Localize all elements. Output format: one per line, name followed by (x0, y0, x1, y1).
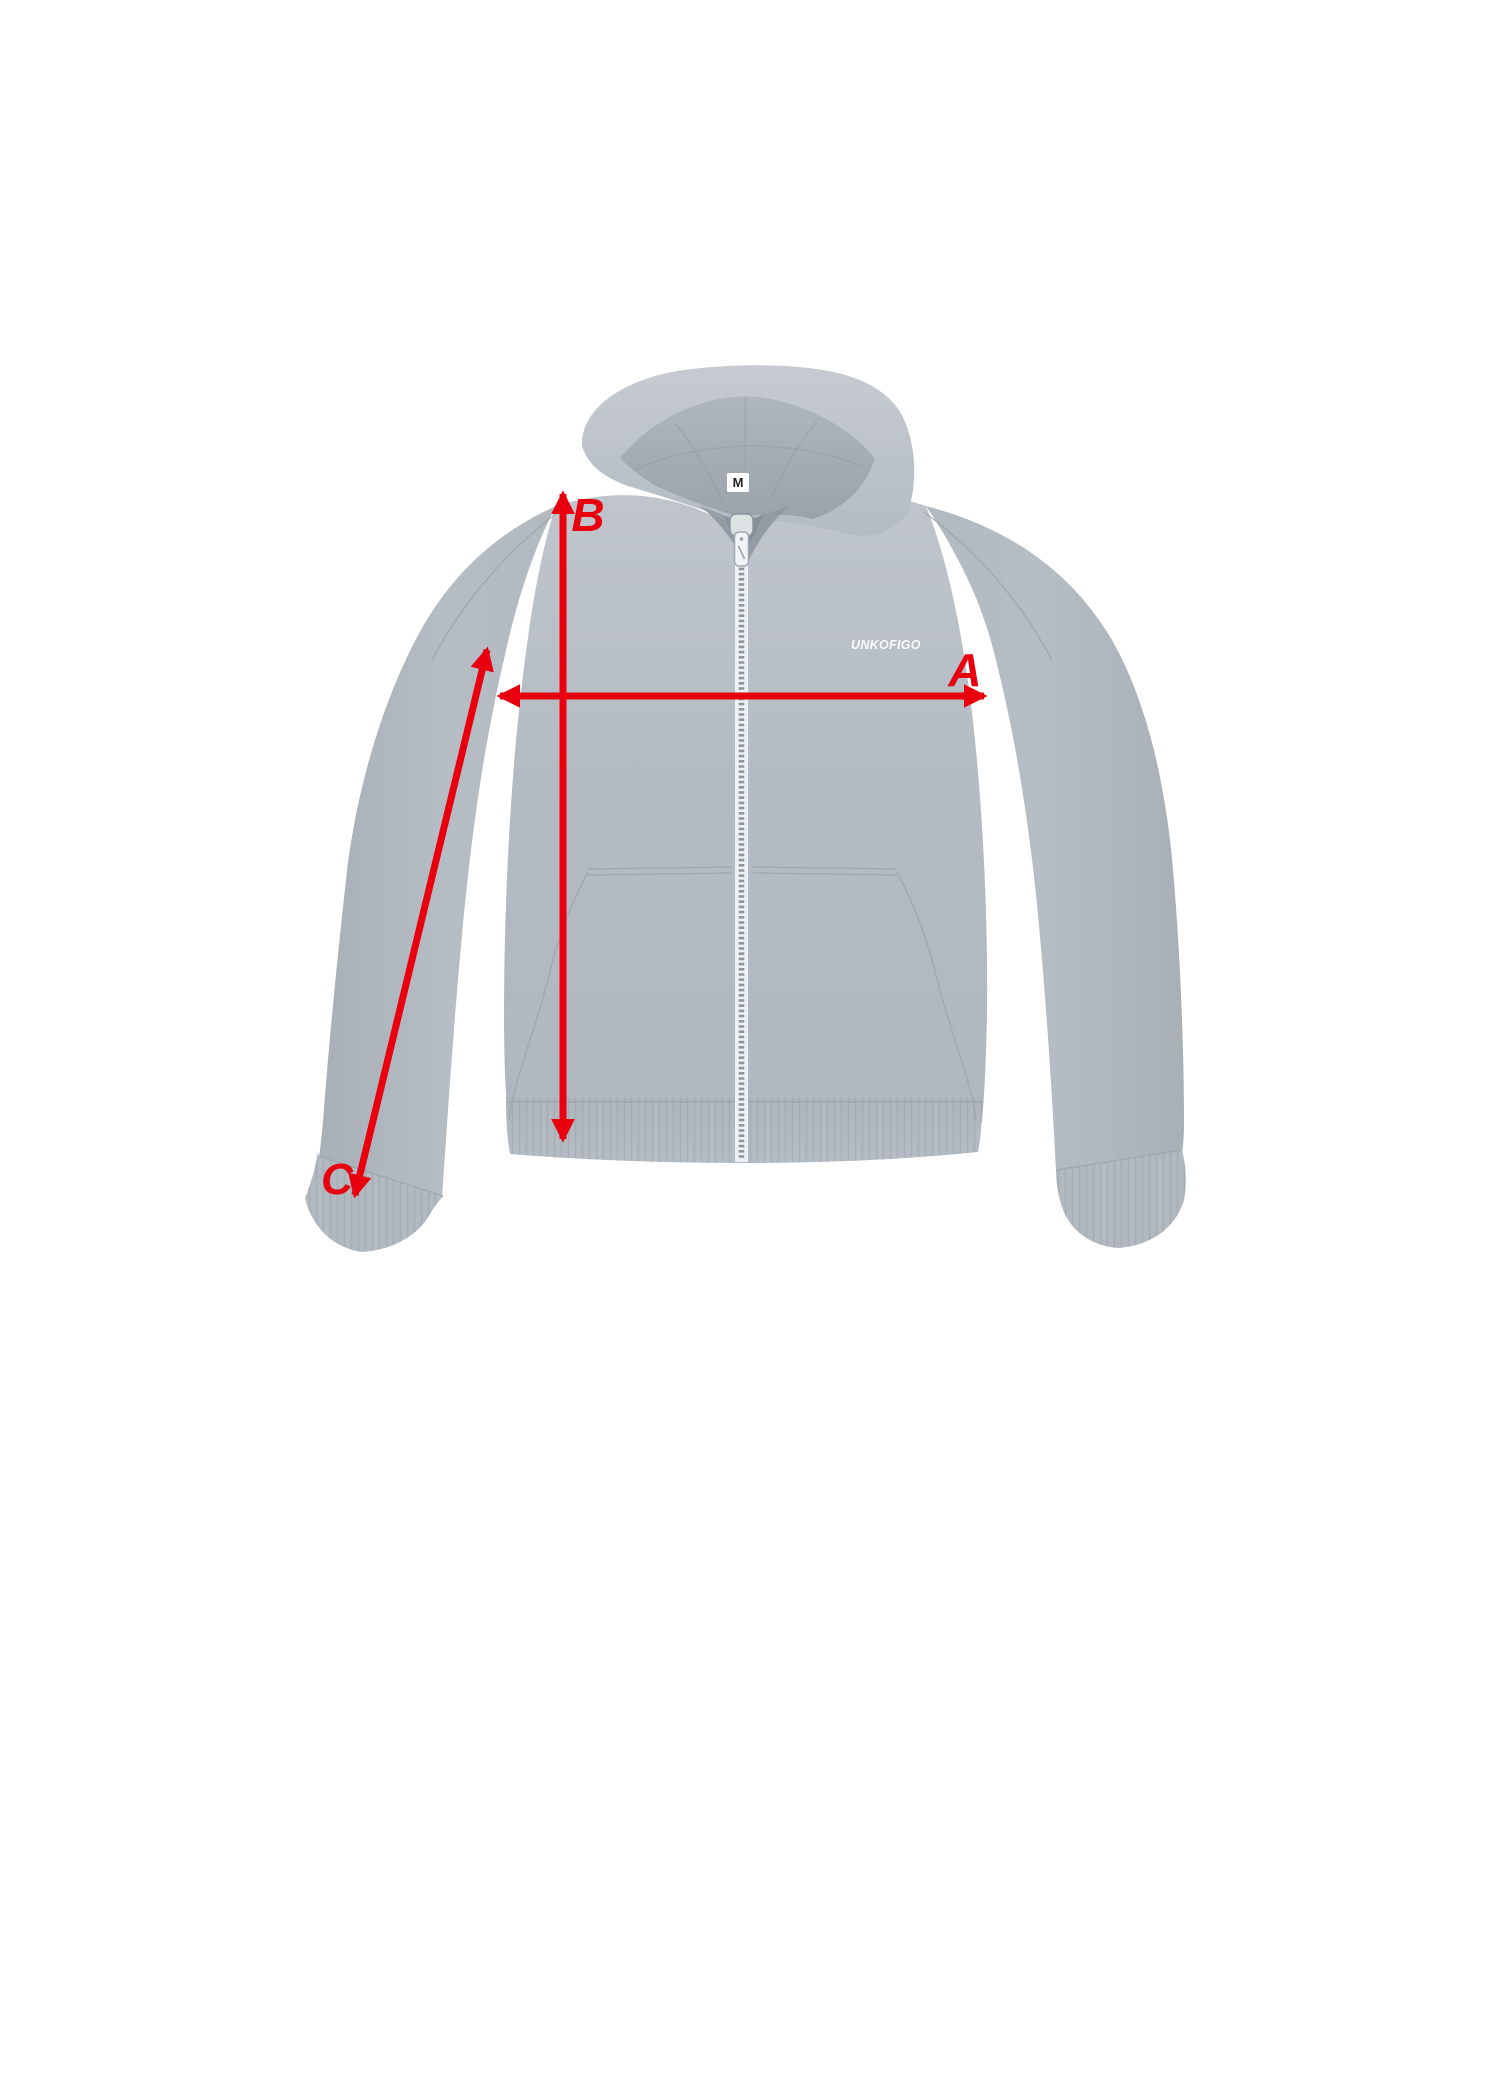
hood-interior (620, 396, 875, 519)
zipper-pull-hole (739, 537, 744, 541)
hood-interior-seams (633, 398, 863, 503)
right-cuff (1055, 1149, 1186, 1248)
measurement-label-a: A (947, 644, 981, 696)
measurement-arrow-c (348, 646, 494, 1199)
zipper-pull-engraving (737, 545, 746, 560)
zipper-pull-tab (733, 531, 750, 567)
zipper-tape (735, 522, 748, 1162)
measurement-label-b: B (571, 489, 604, 541)
size-tag: M (727, 473, 749, 492)
right-sleeve (926, 506, 1184, 1172)
zipper-slider (729, 513, 754, 567)
size-tag-box (727, 473, 749, 492)
measurement-arrows: A B C (321, 489, 988, 1204)
shoulder-seams (431, 511, 1053, 661)
size-tag-text: M (733, 475, 744, 490)
hoodie-illustration: UNKOFIGO M (305, 365, 1186, 1252)
zipper (735, 522, 748, 1162)
brand-logo-text: UNKOFIGO (851, 638, 921, 652)
measurement-label-c: C (321, 1155, 354, 1204)
